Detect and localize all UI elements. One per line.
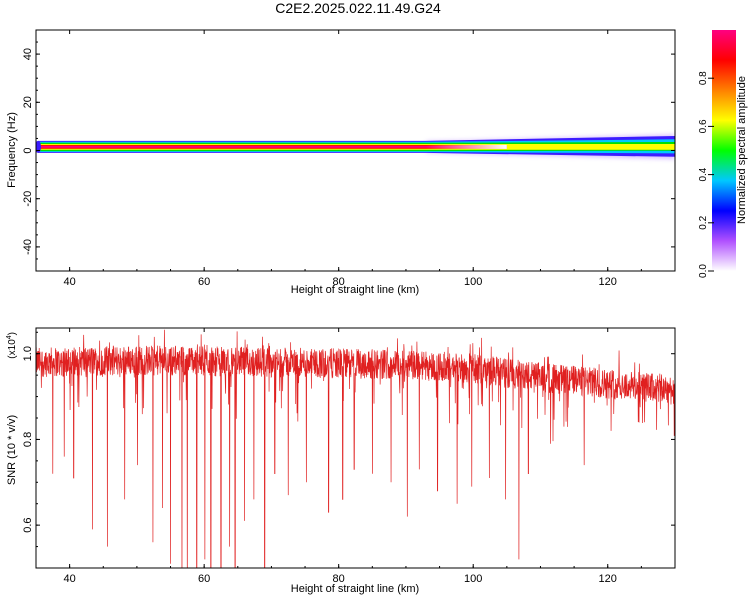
snr-multiplier-exp: 4 (6, 335, 13, 339)
x-tick-label: 60 (198, 276, 210, 288)
y-tick-label: 0.6 (22, 517, 34, 532)
snr-multiplier-base: (x10 (7, 339, 18, 359)
heatmap-band-cap (36, 140, 42, 153)
snr-y-axis-label: SNR (10 * v/v) (6, 415, 18, 485)
colorbar: 0.0 0.2 0.4 0.6 0.8 Normalized spectral ampl… (698, 30, 748, 278)
spectrogram-heatmap (36, 134, 675, 159)
snr-y-multiplier: (x104) (6, 332, 18, 359)
x-tick-label: 120 (599, 276, 617, 288)
colorbar-tick-label: 0.8 (698, 71, 709, 85)
snr-frame (35, 327, 676, 569)
snr-x-ticks: 40 60 80 100 120 (35, 328, 676, 585)
y-tick-label: -40 (22, 239, 34, 255)
snr-series-line (36, 329, 675, 568)
colorbar-ticks: 0.0 0.2 0.4 0.6 0.8 (698, 71, 714, 278)
x-tick-label: 40 (64, 573, 76, 585)
spectrogram-y-axis-label: Frequency (Hz) (6, 112, 18, 188)
heatmap-core-magenta (38, 146, 480, 148)
heatmap-core-fade (426, 144, 507, 149)
x-tick-label: 40 (64, 276, 76, 288)
snr-panel: 40 60 80 100 120 1.0 0.8 0.6 Height of straigh… (6, 327, 676, 595)
y-tick-label: 20 (22, 96, 34, 108)
x-tick-label: 80 (333, 573, 345, 585)
colorbar-tick-label: 0.4 (698, 167, 709, 181)
snr-x-axis-label: Height of straight line (km) (291, 583, 419, 595)
colorbar-label: Normalized spectral amplitude (736, 76, 748, 224)
x-tick-label: 60 (198, 573, 210, 585)
y-tick-label: 0 (22, 147, 34, 153)
spectrogram-x-ticks: 40 60 80 100 120 (35, 30, 676, 288)
spectrogram-x-axis-label: Height of straight line (km) (291, 284, 419, 296)
colorbar-tick-label: 0.0 (698, 264, 709, 278)
x-tick-label: 120 (599, 573, 617, 585)
colorbar-tick-label: 0.6 (698, 119, 709, 133)
chart-title: C2E2.2025.022.11.49.G24 (275, 0, 441, 16)
y-tick-label: 0.8 (22, 432, 34, 447)
snr-y-ticks: 1.0 0.8 0.6 (22, 331, 675, 569)
spectrogram-panel: 40 60 80 100 120 40 20 0 -20 -40 Height of strai… (6, 29, 676, 296)
svg-text:(x104): (x104) (6, 332, 18, 359)
y-tick-label: 1.0 (22, 346, 34, 361)
colorbar-gradient (712, 30, 736, 271)
x-tick-label: 100 (464, 276, 482, 288)
colorbar-tick-label: 0.2 (698, 215, 709, 229)
x-tick-label: 100 (464, 573, 482, 585)
spectrogram-y-ticks: 40 20 0 -20 -40 (22, 29, 675, 272)
y-tick-label: -20 (22, 191, 34, 207)
x-tick-label: 80 (333, 276, 345, 288)
y-tick-label: 40 (22, 48, 34, 60)
